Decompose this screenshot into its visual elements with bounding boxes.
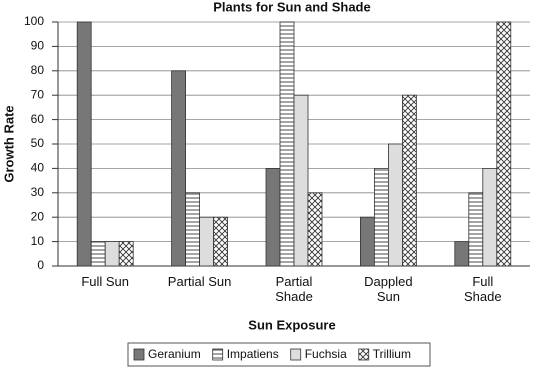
bar <box>307 192 323 267</box>
y-tick-label: 30 <box>31 185 45 199</box>
y-tick-label: 70 <box>31 87 45 101</box>
y-tick-label: 90 <box>31 39 45 53</box>
bar <box>76 21 92 267</box>
x-axis-label: Sun Exposure <box>248 317 335 332</box>
x-tick-label: Partial Sun <box>167 274 232 289</box>
bar <box>468 192 484 267</box>
y-tick-label: 80 <box>31 63 45 77</box>
legend-label: Fuchsia <box>305 347 347 361</box>
legend-swatch <box>133 348 145 361</box>
bar <box>90 241 106 267</box>
x-tick-label: Partial Shade <box>275 274 313 304</box>
bar <box>293 94 309 267</box>
legend-swatch <box>290 348 302 361</box>
legend-swatch <box>212 348 224 361</box>
bar <box>359 216 375 267</box>
y-tick-label: 60 <box>31 112 45 126</box>
y-tick-label: 0 <box>37 258 44 272</box>
bar <box>401 94 417 267</box>
legend-swatch <box>358 348 370 361</box>
y-axis-label: Growth Rate <box>1 105 16 182</box>
bar <box>199 216 215 267</box>
y-tick-label: 20 <box>31 209 45 223</box>
bar <box>279 21 295 267</box>
x-tick-label: Full Sun <box>81 274 130 289</box>
y-tick-label: 100 <box>24 14 44 28</box>
x-tick-label: Dappled Sun <box>364 274 413 304</box>
bar <box>482 167 498 267</box>
y-tick-label: 10 <box>31 234 45 248</box>
bar <box>387 143 403 267</box>
bar <box>496 21 512 267</box>
legend-box <box>127 342 431 367</box>
legend-label: Impatiens <box>227 347 279 361</box>
bar <box>265 167 281 267</box>
chart-title: Plants for Sun and Shade <box>213 0 370 14</box>
legend-label: Geranium <box>148 347 201 361</box>
bar <box>373 167 389 267</box>
x-tick-label: Full Shade <box>464 274 502 304</box>
bar <box>185 192 201 267</box>
y-tick-label: 50 <box>31 136 45 150</box>
bar <box>104 241 120 267</box>
bar <box>118 241 134 267</box>
y-tick-label: 40 <box>31 161 45 175</box>
bar <box>454 241 470 267</box>
bar <box>213 216 229 267</box>
bar <box>171 70 187 267</box>
legend-label: Trillium <box>373 347 411 361</box>
